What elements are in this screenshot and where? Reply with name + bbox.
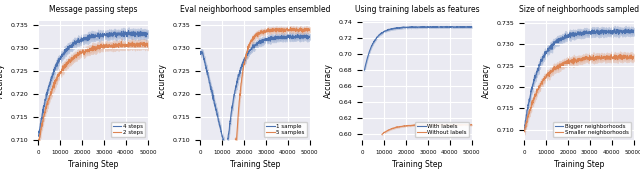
Without labels bbox=[460, 124, 467, 126]
5 samples bbox=[232, 138, 239, 140]
Y-axis label: Accuracy: Accuracy bbox=[158, 63, 167, 98]
Bigger neighborhoods bbox=[593, 30, 601, 32]
Bigger neighborhoods bbox=[570, 33, 577, 35]
4 steps bbox=[117, 32, 125, 34]
4 steps bbox=[144, 33, 152, 35]
With labels bbox=[460, 26, 468, 28]
Line: 5 samples: 5 samples bbox=[236, 28, 310, 141]
Smaller neighborhoods bbox=[616, 53, 624, 55]
Smaller neighborhoods bbox=[520, 131, 528, 133]
Smaller neighborhoods bbox=[585, 58, 593, 60]
Without labels bbox=[454, 124, 461, 126]
Y-axis label: Accuracy: Accuracy bbox=[324, 63, 333, 98]
5 samples bbox=[284, 29, 292, 31]
2 steps bbox=[118, 41, 125, 43]
With labels bbox=[436, 26, 444, 28]
Y-axis label: Accuracy: Accuracy bbox=[0, 63, 5, 98]
Line: Smaller neighborhoods: Smaller neighborhoods bbox=[524, 54, 634, 132]
X-axis label: Training Step: Training Step bbox=[554, 161, 604, 169]
Title: Using training labels as features: Using training labels as features bbox=[355, 5, 479, 14]
Line: 2 steps: 2 steps bbox=[38, 42, 148, 144]
X-axis label: Training Step: Training Step bbox=[68, 161, 118, 169]
5 samples bbox=[232, 140, 239, 142]
5 samples bbox=[287, 27, 294, 29]
Bigger neighborhoods bbox=[603, 31, 611, 33]
5 samples bbox=[299, 31, 307, 33]
2 steps bbox=[35, 143, 42, 145]
With labels bbox=[365, 50, 373, 52]
1 sample bbox=[269, 37, 277, 39]
4 steps bbox=[84, 34, 92, 36]
Line: 4 steps: 4 steps bbox=[38, 31, 148, 136]
Legend: 1 sample, 5 samples: 1 sample, 5 samples bbox=[264, 122, 307, 137]
Legend: With labels, Without labels: With labels, Without labels bbox=[415, 122, 469, 137]
Smaller neighborhoods bbox=[630, 56, 637, 58]
2 steps bbox=[84, 50, 92, 52]
4 steps bbox=[35, 135, 42, 137]
Bigger neighborhoods bbox=[540, 57, 547, 59]
Without labels bbox=[440, 123, 448, 125]
4 steps bbox=[35, 135, 42, 137]
4 steps bbox=[108, 35, 115, 37]
2 steps bbox=[99, 46, 107, 48]
With labels bbox=[443, 25, 451, 28]
With labels bbox=[360, 69, 368, 71]
With labels bbox=[420, 26, 428, 28]
1 sample bbox=[216, 124, 223, 126]
Bigger neighborhoods bbox=[630, 30, 637, 32]
2 steps bbox=[108, 44, 115, 46]
Title: Eval neighborhood samples ensembled: Eval neighborhood samples ensembled bbox=[180, 5, 330, 14]
4 steps bbox=[125, 30, 132, 32]
2 steps bbox=[54, 75, 61, 77]
Y-axis label: Accuracy: Accuracy bbox=[482, 63, 491, 98]
4 steps bbox=[54, 62, 62, 64]
5 samples bbox=[286, 28, 294, 30]
4 steps bbox=[99, 35, 107, 37]
Without labels bbox=[468, 124, 476, 126]
Smaller neighborhoods bbox=[603, 57, 611, 59]
With labels bbox=[416, 26, 424, 28]
With labels bbox=[468, 26, 476, 28]
1 sample bbox=[294, 34, 301, 36]
1 sample bbox=[261, 39, 269, 41]
5 samples bbox=[257, 31, 264, 33]
1 sample bbox=[225, 133, 232, 135]
Line: With labels: With labels bbox=[364, 27, 472, 70]
5 samples bbox=[273, 29, 281, 31]
5 samples bbox=[254, 34, 262, 36]
Without labels bbox=[436, 124, 444, 126]
Without labels bbox=[452, 124, 460, 126]
Bigger neighborhoods bbox=[585, 32, 593, 34]
Without labels bbox=[388, 128, 396, 130]
2 steps bbox=[63, 63, 70, 65]
1 sample bbox=[279, 38, 287, 40]
With labels bbox=[402, 26, 410, 28]
Smaller neighborhoods bbox=[540, 79, 547, 81]
1 sample bbox=[223, 153, 230, 155]
Line: 1 sample: 1 sample bbox=[200, 35, 310, 154]
1 sample bbox=[196, 52, 204, 55]
Bigger neighborhoods bbox=[520, 128, 528, 130]
Smaller neighborhoods bbox=[548, 70, 556, 72]
X-axis label: Training Step: Training Step bbox=[392, 161, 442, 169]
Line: Bigger neighborhoods: Bigger neighborhoods bbox=[524, 29, 634, 129]
1 sample bbox=[246, 49, 254, 51]
Line: Without labels: Without labels bbox=[382, 124, 472, 135]
Smaller neighborhoods bbox=[593, 55, 601, 57]
X-axis label: Training Step: Training Step bbox=[230, 161, 280, 169]
5 samples bbox=[306, 29, 314, 31]
Title: Message passing steps: Message passing steps bbox=[49, 5, 138, 14]
Smaller neighborhoods bbox=[570, 60, 577, 62]
2 steps bbox=[117, 45, 125, 47]
Without labels bbox=[378, 134, 386, 136]
Without labels bbox=[413, 124, 420, 126]
Legend: Bigger neighborhoods, Smaller neighborhoods: Bigger neighborhoods, Smaller neighborho… bbox=[552, 122, 631, 137]
1 sample bbox=[306, 35, 314, 37]
Bigger neighborhoods bbox=[548, 43, 556, 45]
Title: Size of neighborhoods sampled: Size of neighborhoods sampled bbox=[519, 5, 639, 14]
Bigger neighborhoods bbox=[611, 28, 618, 30]
4 steps bbox=[63, 50, 70, 52]
Legend: 4 steps, 2 steps: 4 steps, 2 steps bbox=[111, 122, 145, 137]
2 steps bbox=[144, 43, 152, 45]
